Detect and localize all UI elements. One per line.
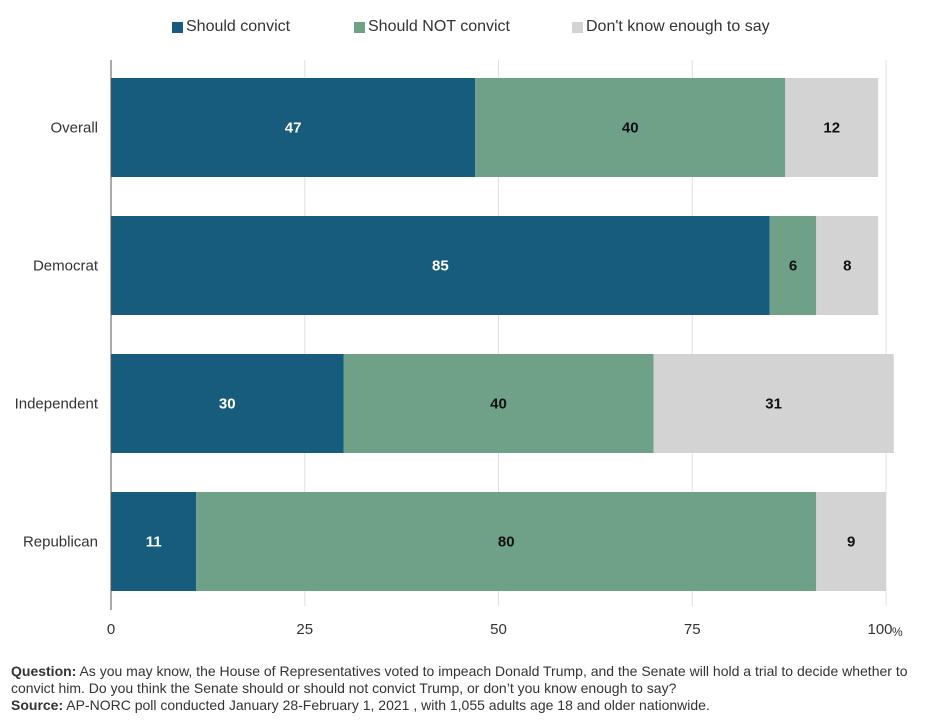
legend-item-dont-know: Don't know enough to say xyxy=(572,18,770,36)
category-label-overall: Overall xyxy=(50,120,98,137)
x-tick-label-0: 0 xyxy=(107,621,115,638)
data-label-independent-don-t-know-enough-to-say: 31 xyxy=(765,396,782,413)
x-tick-label-50: 50 xyxy=(490,621,507,638)
data-label-independent-should-convict: 30 xyxy=(219,396,236,413)
data-label-overall-don-t-know-enough-to-say: 12 xyxy=(823,120,840,137)
question-text: As you may know, the House of Representa… xyxy=(11,663,908,696)
data-label-democrat-should-not-convict: 6 xyxy=(789,258,797,275)
legend-label-should-convict: Should convict xyxy=(186,18,291,35)
source-note: Source: AP-NORC poll conducted January 2… xyxy=(11,697,916,714)
bar-democrat-should-not-convict xyxy=(769,216,817,315)
legend-swatch-dont-know xyxy=(572,21,583,33)
data-label-independent-should-not-convict: 40 xyxy=(490,396,507,413)
x-tick-labels: 0 25 50 75 100% xyxy=(107,621,903,639)
bars: 47 40 12 85 6 8 30 40 31 11 80 9 xyxy=(111,78,894,591)
legend-label-dont-know: Don't know enough to say xyxy=(586,18,770,35)
data-label-overall-should-convict: 47 xyxy=(285,120,302,137)
category-labels: Overall Democrat Independent Republican xyxy=(15,120,99,551)
source-text: AP-NORC poll conducted January 28-Februa… xyxy=(66,697,710,713)
category-label-democrat: Democrat xyxy=(33,258,99,275)
legend: Should convict Should NOT convict Don't … xyxy=(0,18,928,42)
x-unit-label: % xyxy=(892,625,903,639)
legend-item-should-convict: Should convict xyxy=(172,18,290,36)
bar-independent-don-t-know-enough-to-say xyxy=(653,354,894,453)
bar-republican-should-convict xyxy=(111,492,197,591)
stacked-bar-chart: 47 40 12 85 6 8 30 40 31 11 80 9 Overall Democrat Ind… xyxy=(15,60,903,639)
footnote: Question: As you may know, the House of … xyxy=(11,663,916,714)
legend-label-should-not-convict: Should NOT convict xyxy=(368,18,510,35)
x-tick-label-75: 75 xyxy=(684,621,701,638)
bar-overall-should-convict xyxy=(111,78,476,177)
bar-independent-should-not-convict xyxy=(343,354,654,453)
bar-overall-should-not-convict xyxy=(475,78,786,177)
source-label: Source: xyxy=(11,697,64,713)
bar-independent-should-convict xyxy=(111,354,344,453)
legend-swatch-should-not-convict xyxy=(354,21,365,33)
question-label: Question: xyxy=(11,663,77,679)
legend-swatch-should-convict xyxy=(172,21,183,33)
bar-democrat-should-convict xyxy=(111,216,770,315)
data-label-democrat-don-t-know-enough-to-say: 8 xyxy=(843,258,851,275)
data-label-republican-should-convict: 11 xyxy=(146,534,162,551)
bar-democrat-don-t-know-enough-to-say xyxy=(816,216,879,315)
data-label-republican-don-t-know-enough-to-say: 9 xyxy=(847,534,855,551)
category-label-independent: Independent xyxy=(15,396,99,413)
x-tick-label-100: 100 xyxy=(867,621,892,638)
legend-item-should-not-convict: Should NOT convict xyxy=(354,18,510,36)
data-label-overall-should-not-convict: 40 xyxy=(622,120,639,137)
data-label-republican-should-not-convict: 80 xyxy=(498,534,515,551)
x-tick-label-25: 25 xyxy=(296,621,313,638)
bar-republican-don-t-know-enough-to-say xyxy=(816,492,886,591)
question-note: Question: As you may know, the House of … xyxy=(11,663,916,697)
category-label-republican: Republican xyxy=(23,534,98,551)
bar-overall-don-t-know-enough-to-say xyxy=(785,78,879,177)
data-label-democrat-should-convict: 85 xyxy=(432,258,449,275)
bar-republican-should-not-convict xyxy=(196,492,817,591)
